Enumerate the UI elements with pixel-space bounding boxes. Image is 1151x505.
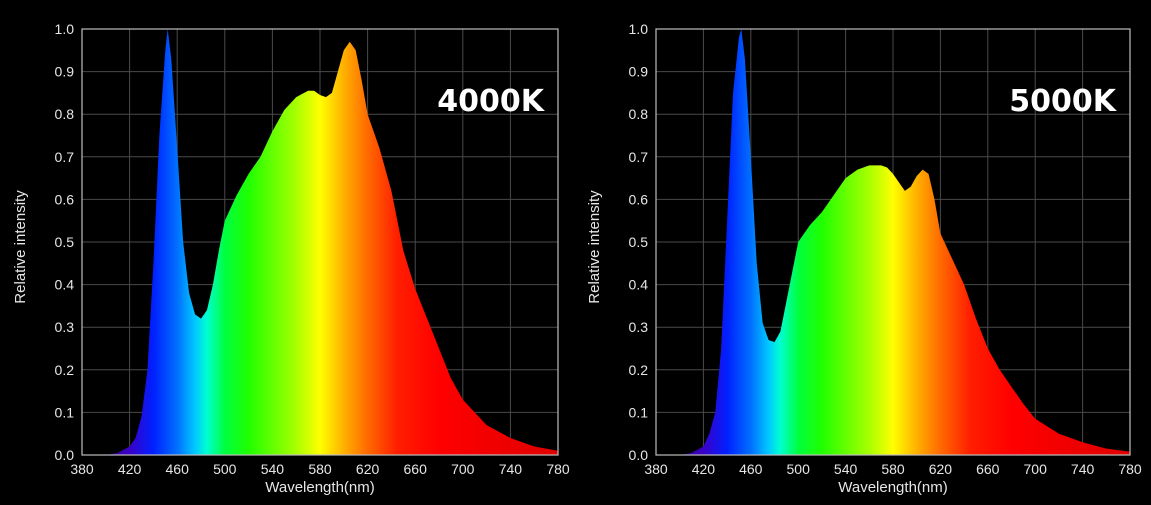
y-tick-label: 0.4 — [629, 277, 649, 293]
x-tick-label: 660 — [404, 461, 428, 477]
x-tick-label: 740 — [1071, 461, 1095, 477]
chart-2: 380 420 460 500 540 580 620 660 700 740 780 0.0 0.1 0… — [586, 21, 1142, 496]
x-tick-label: 460 — [166, 461, 190, 477]
plot-frame — [81, 28, 559, 456]
y-tick-label: 0.7 — [55, 149, 75, 165]
x-tick-label: 540 — [834, 461, 858, 477]
x-tick-label: 660 — [976, 461, 1000, 477]
spectrum-area — [656, 29, 1130, 455]
x-tick-label: 740 — [499, 461, 523, 477]
x-tick-label: 580 — [308, 461, 332, 477]
y-tick-label: 0.5 — [629, 234, 649, 250]
y-tick-label: 0.0 — [55, 447, 75, 463]
x-tick-label: 380 — [70, 461, 94, 477]
y-tick-label: 0.6 — [55, 191, 75, 207]
x-tick-label: 500 — [213, 461, 237, 477]
y-axis-label: Relative intensity — [586, 190, 603, 304]
x-axis-label: Wavelength(nm) — [838, 479, 947, 496]
chart-1: 380 420 460 500 540 580 620 660 700 740 780 0.0 0.1 0… — [12, 21, 570, 496]
x-tick-label: 460 — [739, 461, 763, 477]
x-tick-label: 620 — [929, 461, 953, 477]
x-axis-label: Wavelength(nm) — [265, 479, 374, 496]
y-tick-label: 0.2 — [629, 362, 649, 378]
y-axis-label: Relative intensity — [12, 190, 29, 304]
x-tick-label: 420 — [118, 461, 142, 477]
x-tick-label: 540 — [261, 461, 285, 477]
y-tick-label: 0.4 — [55, 277, 75, 293]
y-tick-label: 0.1 — [629, 404, 649, 420]
y-tick-label: 1.0 — [629, 21, 649, 37]
y-tick-label: 0.9 — [629, 64, 649, 80]
y-tick-label: 0.8 — [55, 106, 75, 122]
x-tick-label: 780 — [546, 461, 570, 477]
x-tick-label: 700 — [1024, 461, 1048, 477]
x-tick-label: 620 — [356, 461, 380, 477]
y-tick-label: 0.3 — [629, 319, 649, 335]
y-tick-label: 0.3 — [55, 319, 75, 335]
x-tick-label: 420 — [692, 461, 716, 477]
y-tick-label: 0.5 — [55, 234, 75, 250]
y-tick-label: 0.6 — [629, 191, 649, 207]
x-tick-label: 580 — [881, 461, 905, 477]
y-tick-label: 1.0 — [55, 21, 75, 37]
y-tick-label: 0.1 — [55, 404, 75, 420]
y-tick-label: 0.9 — [55, 64, 75, 80]
y-tick-label: 0.7 — [629, 149, 649, 165]
y-tick-label: 0.0 — [629, 447, 649, 463]
x-tick-label: 780 — [1118, 461, 1142, 477]
cct-annotation: 5000K — [1009, 84, 1117, 119]
x-tick-label: 380 — [644, 461, 668, 477]
y-tick-label: 0.2 — [55, 362, 75, 378]
plot-frame — [655, 28, 1131, 456]
x-tick-label: 500 — [787, 461, 811, 477]
x-tick-label: 700 — [451, 461, 475, 477]
y-tick-label: 0.8 — [629, 106, 649, 122]
spectrum-area — [82, 29, 558, 455]
cct-annotation: 4000K — [437, 84, 545, 119]
